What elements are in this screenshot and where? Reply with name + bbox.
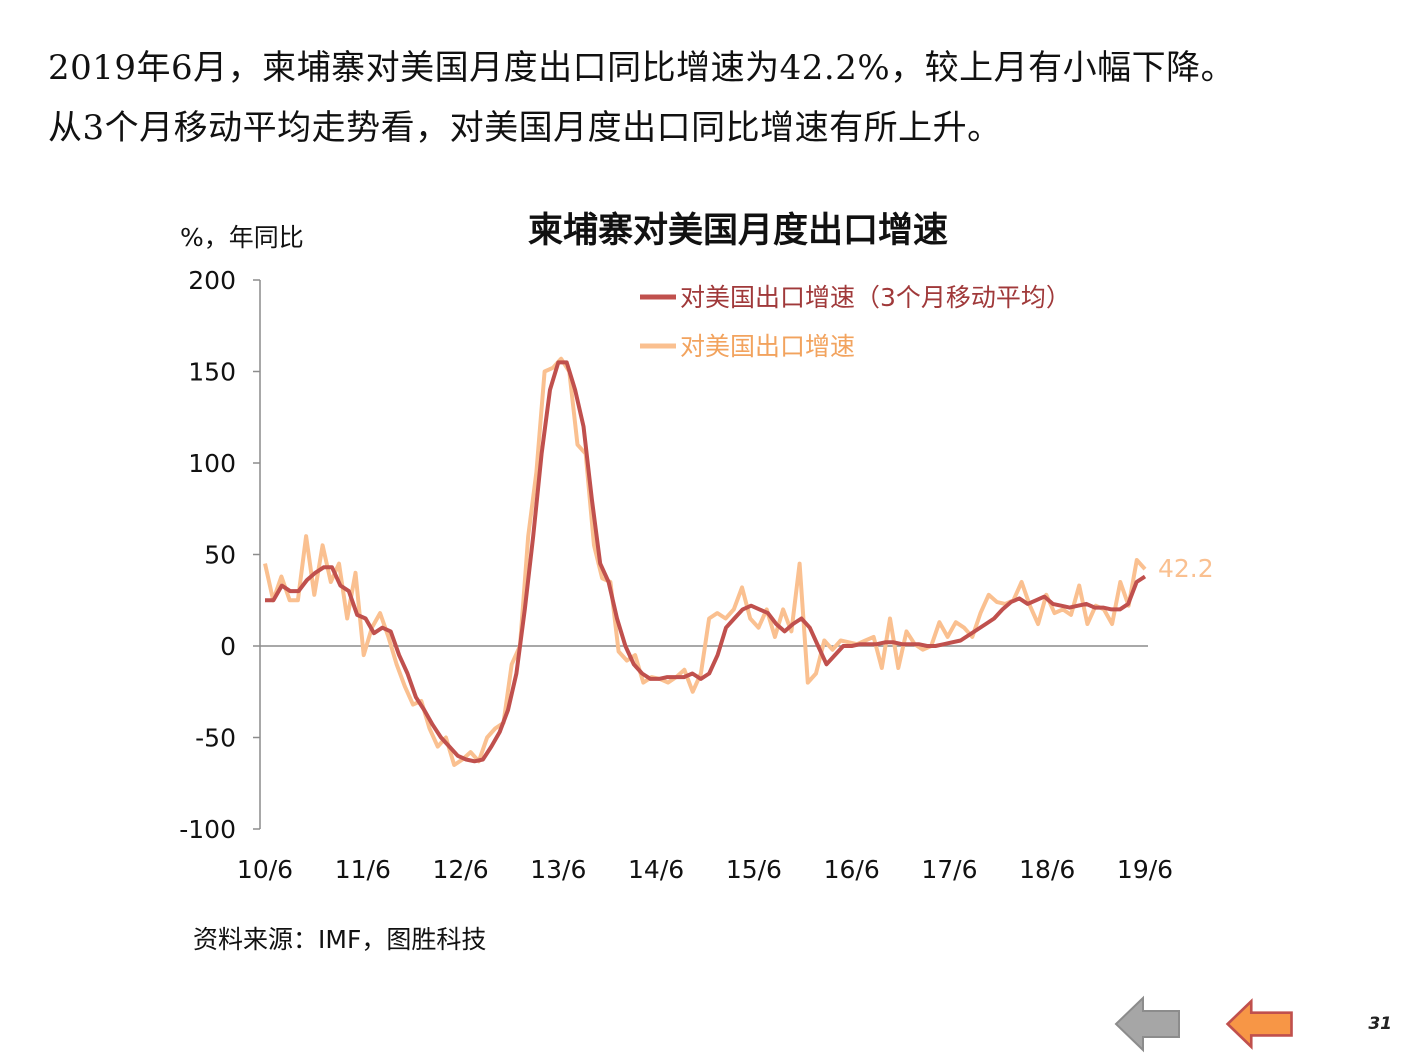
legend-label: 对美国出口增速（3个月移动平均） [680, 283, 1071, 312]
back-button[interactable] [1113, 994, 1183, 1054]
headline-line-1: 2019年6月，柬埔寨对美国月度出口同比增速为42.2%，较上月有小幅下降。 [48, 48, 1236, 88]
y-tick-label: 50 [204, 541, 236, 570]
x-tick-label: 16/6 [824, 855, 880, 884]
x-tick-label: 11/6 [335, 855, 391, 884]
source-note: 资料来源：IMF，图胜科技 [193, 925, 487, 954]
chart-title: 柬埔寨对美国月度出口增速 [528, 211, 948, 251]
forward-button[interactable] [1225, 994, 1295, 1054]
headline-line-2: 从3个月移动平均走势看，对美国月度出口同比增速有所上升。 [48, 108, 1002, 148]
page-number: 31 [1368, 1014, 1392, 1034]
left-arrow-icon [1114, 995, 1180, 1053]
legend-label: 对美国出口增速 [680, 332, 855, 361]
headline: 2019年6月，柬埔寨对美国月度出口同比增速为42.2%，较上月有小幅下降。 从… [48, 38, 1388, 158]
end-value-label: 42.2 [1158, 554, 1214, 583]
series-line-monthly [263, 356, 1147, 767]
x-tick-label: 15/6 [726, 855, 782, 884]
y-axis-ticks: 200 150 100 50 0 -50 -100 [179, 266, 260, 844]
x-tick-label: 10/6 [237, 855, 293, 884]
x-tick-label: 14/6 [628, 855, 684, 884]
chart-series [263, 356, 1147, 767]
y-tick-label: 0 [220, 632, 236, 661]
x-tick-label: 19/6 [1117, 855, 1173, 884]
x-tick-label: 17/6 [921, 855, 977, 884]
y-axis-unit-label: %，年同比 [180, 223, 304, 252]
x-axis-ticks: 10/6 11/6 12/6 13/6 14/6 15/6 16/6 17/6 18/6 19/6 [237, 855, 1173, 884]
y-tick-label: 100 [188, 449, 236, 478]
y-tick-label: 150 [188, 358, 236, 387]
x-tick-label: 12/6 [432, 855, 488, 884]
y-tick-label: 200 [188, 266, 236, 295]
left-arrow-icon-orange [1225, 998, 1293, 1050]
y-tick-label: -100 [179, 815, 236, 844]
x-tick-label: 18/6 [1019, 855, 1075, 884]
y-tick-label: -50 [195, 724, 236, 753]
chart-legend: 对美国出口增速（3个月移动平均） 对美国出口增速 [640, 283, 1071, 361]
series-line-3m-avg [265, 360, 1147, 764]
x-tick-label: 13/6 [530, 855, 586, 884]
chart-axes [259, 280, 1148, 829]
